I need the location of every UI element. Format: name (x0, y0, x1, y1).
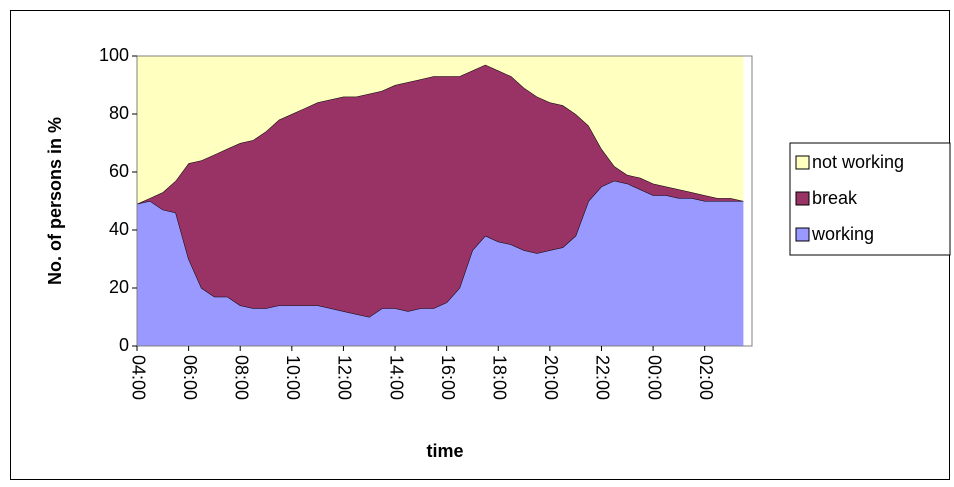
x-tick-label: 12:00 (335, 355, 355, 400)
area (137, 56, 744, 204)
y-tick-label: 0 (119, 335, 129, 355)
x-tick-label: 08:00 (231, 355, 251, 400)
x-tick-label: 00:00 (644, 355, 664, 400)
legend-label: break (812, 188, 858, 208)
y-tick-label: 80 (109, 103, 129, 123)
legend-swatch (795, 227, 810, 242)
x-tick-label: 04:00 (128, 355, 148, 400)
legend-box (789, 142, 951, 256)
x-tick-label: 06:00 (180, 355, 200, 400)
x-tick-label: 02:00 (696, 355, 716, 400)
x-tick-label: 20:00 (541, 355, 561, 400)
y-tick-label: 60 (109, 161, 129, 181)
legend-label: not working (812, 152, 904, 172)
x-tick-label: 18:00 (490, 355, 510, 400)
x-tick-label: 16:00 (438, 355, 458, 400)
x-tick-label: 10:00 (283, 355, 303, 400)
y-axis-title: No. of persons in % (45, 117, 65, 285)
x-axis-title: time (426, 441, 463, 461)
y-tick-label: 20 (109, 277, 129, 297)
area (137, 64, 744, 317)
plot-border (136, 55, 753, 347)
legend-swatch (795, 155, 810, 170)
x-tick-label: 22:00 (593, 355, 613, 400)
legend-label: working (811, 224, 874, 244)
area (137, 180, 744, 346)
y-tick-label: 100 (99, 45, 129, 65)
y-tick-label: 40 (109, 219, 129, 239)
legend-swatch (795, 191, 810, 206)
x-tick-label: 14:00 (386, 355, 406, 400)
